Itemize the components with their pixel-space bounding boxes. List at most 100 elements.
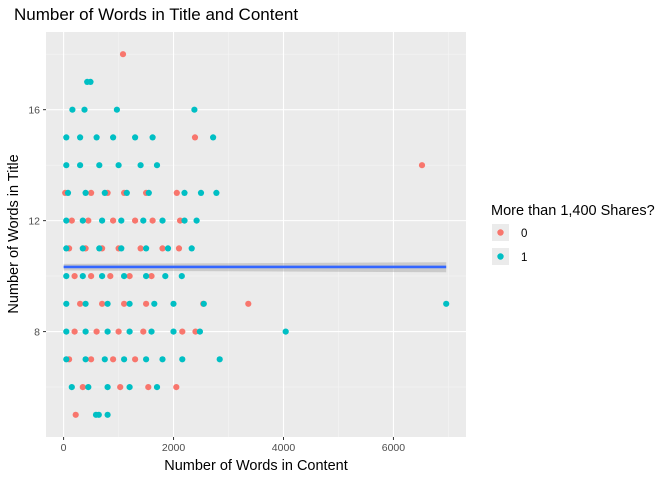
data-point-series-1 [104, 384, 111, 391]
data-point-series-0 [179, 328, 186, 335]
legend-key-1-dot [497, 253, 504, 260]
data-point-series-0 [175, 245, 183, 252]
y-tick-label: 16 [28, 104, 40, 116]
data-point-series-1 [82, 300, 89, 307]
data-point-series-1 [197, 189, 205, 196]
data-point-series-1 [181, 217, 188, 224]
data-point-series-1 [115, 162, 122, 169]
data-point-series-1 [121, 273, 128, 280]
data-point-series-1 [196, 328, 203, 335]
legend: More than 1,400 Shares? 0 1 [491, 203, 655, 265]
data-point-series-1 [118, 245, 125, 252]
data-point-series-0 [88, 356, 95, 363]
x-axis-label: Number of Words in Content [164, 458, 347, 474]
x-axis: 0 2000 4000 6000 [61, 437, 405, 454]
data-point-series-0 [110, 217, 117, 224]
data-point-series-0 [173, 189, 180, 196]
data-point-series-1 [113, 106, 120, 113]
data-point-series-1 [153, 162, 161, 169]
data-point-series-1 [126, 328, 133, 335]
data-point-series-0 [137, 245, 144, 252]
data-point-series-0 [140, 328, 147, 335]
data-point-series-1 [443, 300, 450, 307]
data-point-series-0 [107, 273, 114, 280]
x-tick-label: 0 [61, 442, 67, 454]
data-point-series-0 [93, 328, 100, 335]
data-point-series-0 [72, 411, 79, 418]
data-point-series-0 [245, 300, 252, 307]
data-point-series-1 [137, 162, 144, 169]
data-point-series-1 [110, 134, 117, 141]
data-point-series-1 [170, 328, 177, 335]
data-point-series-1 [82, 328, 89, 335]
data-point-series-0 [115, 328, 122, 335]
data-point-series-1 [93, 134, 100, 141]
data-point-series-1 [95, 411, 102, 418]
data-point-series-1 [101, 189, 108, 196]
data-point-series-0 [143, 300, 150, 307]
data-point-series-1 [69, 106, 76, 113]
legend-title: More than 1,400 Shares? [491, 203, 655, 219]
data-point-series-0 [192, 328, 199, 335]
data-point-series-1 [151, 300, 158, 307]
data-point-series-1 [181, 189, 188, 196]
data-point-series-1 [81, 106, 88, 113]
data-point-series-1 [85, 384, 92, 391]
data-point-series-0 [177, 217, 184, 224]
data-point-series-0 [99, 300, 106, 307]
y-tick-label: 12 [28, 215, 40, 227]
data-point-series-1 [104, 411, 111, 418]
legend-label-1: 1 [521, 252, 527, 264]
data-point-series-1 [96, 162, 103, 169]
data-point-series-1 [63, 273, 70, 280]
data-point-series-0 [110, 356, 117, 363]
data-point-series-1 [159, 356, 166, 363]
data-point-series-1 [159, 217, 166, 224]
data-point-series-1 [170, 300, 177, 307]
data-point-series-1 [191, 106, 198, 113]
data-point-series-1 [164, 245, 172, 252]
data-point-series-0 [145, 384, 152, 391]
data-point-series-1 [68, 384, 75, 391]
data-point-series-1 [118, 217, 125, 224]
data-point-series-1 [63, 245, 70, 252]
data-point-series-0 [117, 384, 124, 391]
data-point-series-1 [216, 356, 223, 363]
data-point-series-1 [143, 273, 150, 280]
data-point-series-1 [126, 384, 133, 391]
y-tick-label: 8 [34, 326, 40, 338]
data-point-series-0 [121, 300, 128, 307]
data-point-series-0 [191, 134, 199, 141]
data-point-series-0 [71, 273, 78, 280]
data-point-series-1 [178, 273, 185, 280]
data-point-series-1 [63, 328, 70, 335]
data-point-series-1 [77, 134, 84, 141]
data-point-series-0 [126, 273, 133, 280]
data-point-series-0 [173, 384, 180, 391]
data-point-series-0 [148, 273, 155, 280]
data-point-series-1 [145, 189, 152, 196]
data-point-series-1 [64, 189, 72, 196]
data-point-series-1 [63, 217, 70, 224]
data-point-series-0 [132, 217, 139, 224]
data-point-series-1 [79, 245, 86, 252]
x-tick-label: 4000 [272, 442, 296, 454]
data-point-series-1 [79, 217, 86, 224]
x-tick-label: 2000 [162, 442, 186, 454]
y-axis: 8 12 16 [28, 104, 46, 338]
data-point-series-1 [79, 273, 86, 280]
data-point-series-1 [126, 300, 133, 307]
data-point-series-1 [77, 162, 84, 169]
data-point-series-1 [82, 356, 89, 363]
data-point-series-1 [179, 356, 186, 363]
data-points [62, 51, 450, 418]
data-point-series-1 [104, 328, 111, 335]
data-point-series-1 [143, 356, 150, 363]
data-point-series-1 [121, 356, 128, 363]
data-point-series-1 [63, 356, 70, 363]
data-point-series-0 [119, 51, 127, 58]
legend-key-0-dot [497, 229, 504, 236]
data-point-series-1 [162, 273, 169, 280]
legend-label-0: 0 [521, 228, 527, 240]
